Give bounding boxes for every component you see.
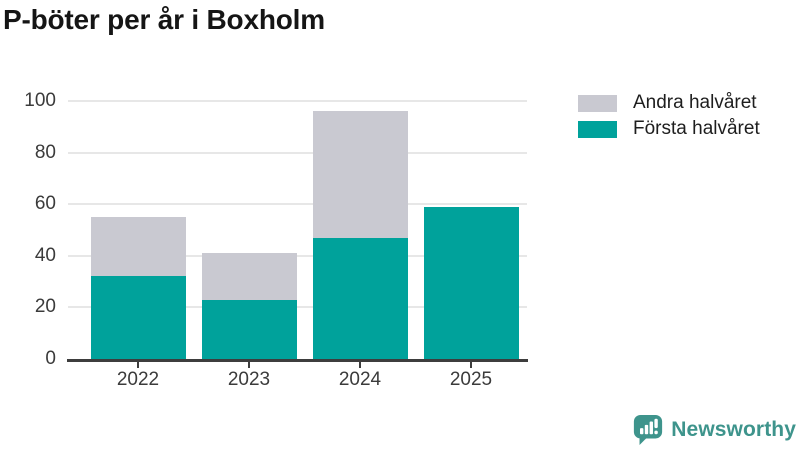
legend-item: Första halvåret	[578, 116, 760, 142]
bar-2023-första-halvåret	[201, 299, 297, 359]
bar-2022-andra-halvåret	[90, 217, 186, 277]
x-tick-2022	[137, 362, 139, 368]
legend-swatch	[578, 120, 617, 138]
chart-title: P-böter per år i Boxholm	[3, 4, 325, 35]
bar-2025-första-halvåret	[423, 206, 519, 359]
x-tick-label: 2023	[227, 369, 271, 390]
x-tick-2023	[248, 362, 250, 368]
legend-label: Andra halvåret	[633, 92, 757, 113]
y-tick-label: 40	[34, 244, 56, 266]
gridline-100	[68, 100, 527, 102]
legend-item: Andra halvåret	[578, 90, 757, 116]
y-tick-label: 80	[34, 141, 56, 163]
y-tick-label: 20	[34, 296, 56, 318]
x-tick-2024	[359, 362, 361, 368]
gridline-80	[68, 151, 527, 154]
gridline-60	[68, 203, 527, 206]
legend-label: Första halvåret	[633, 118, 760, 139]
legend-swatch	[578, 94, 617, 112]
gridline-40	[68, 254, 527, 257]
x-tick-2025	[470, 362, 472, 368]
y-tick-label: 0	[45, 348, 56, 369]
x-tick-label: 2024	[338, 369, 382, 390]
brand-name: Newsworthy	[671, 418, 796, 441]
bar-2024-första-halvåret	[312, 237, 408, 359]
bar-2024-andra-halvåret	[312, 111, 408, 238]
x-tick-label: 2025	[449, 369, 493, 390]
y-tick-label: 100	[24, 90, 56, 111]
bar-2023-andra-halvåret	[201, 253, 297, 300]
x-tick-label: 2022	[116, 369, 160, 390]
y-tick-label: 60	[34, 193, 56, 215]
x-axis-line	[67, 359, 528, 362]
gridline-20	[68, 306, 527, 309]
newsworthy-logo-icon	[634, 414, 663, 446]
bar-2022-första-halvåret	[90, 276, 186, 359]
brand-footer[interactable]: Newsworthy	[632, 413, 796, 447]
